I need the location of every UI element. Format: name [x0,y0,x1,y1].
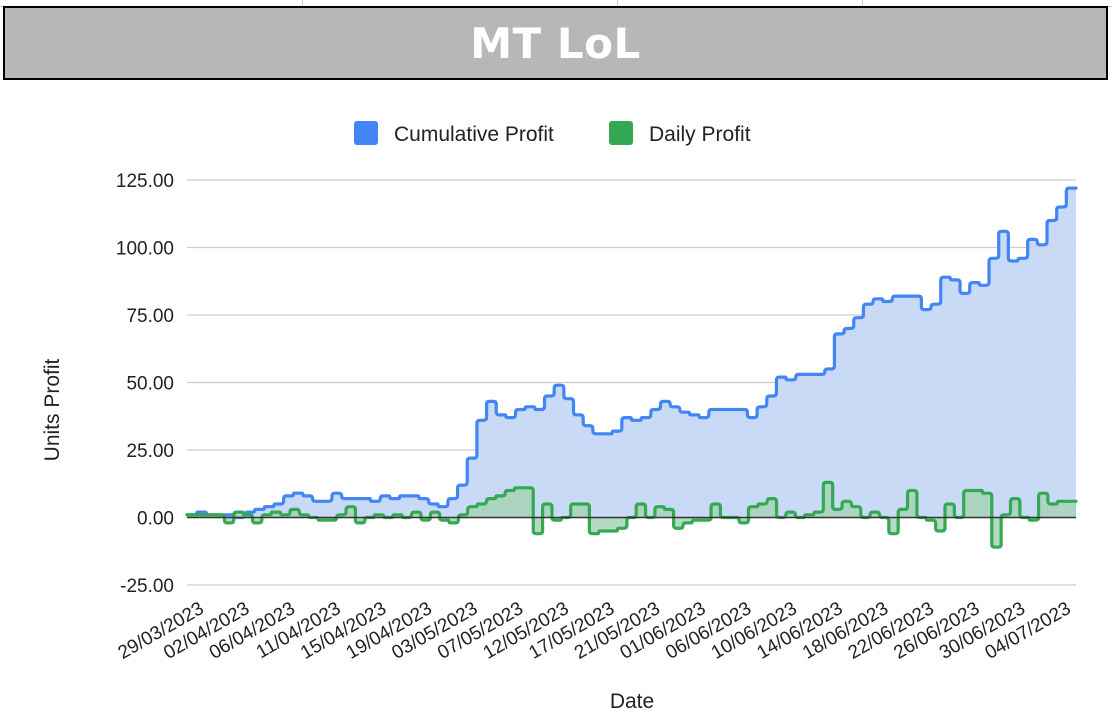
y-tick-label: 0.00 [137,509,174,530]
y-tick-label: 50.00 [126,374,174,395]
legend-swatch-daily-profit [609,121,633,145]
y-axis-tick-labels: 125.00 100.00 75.00 50.00 25.00 0.00 -25.00 [116,171,174,597]
x-axis-title: Date [610,690,654,713]
legend-label-cumulative-profit: Cumulative Profit [394,123,554,146]
legend-label-daily-profit: Daily Profit [649,123,751,146]
chart-legend: Cumulative Profit Daily Profit [354,121,751,146]
sheet-title: MT LoL [470,18,641,68]
y-axis-title: Units Profit [41,358,64,461]
sheet-column-divider [302,0,303,6]
y-tick-label: 25.00 [126,441,174,462]
y-tick-label: 125.00 [116,171,174,192]
legend-swatch-cumulative-profit [354,121,378,145]
sheet-column-divider [862,0,863,6]
sheet-column-divider [617,0,618,6]
title-banner: MT LoL [3,6,1108,80]
chart-series [185,186,1078,549]
x-axis-tick-labels: 29/03/202302/04/202306/04/202311/04/2023… [115,598,1075,664]
y-tick-label: -25.00 [120,576,174,597]
series-area-cumulative-profit [187,188,1076,518]
series-line-cumulative-profit [185,186,1078,520]
y-tick-label: 75.00 [126,306,174,327]
y-tick-label: 100.00 [116,239,174,260]
